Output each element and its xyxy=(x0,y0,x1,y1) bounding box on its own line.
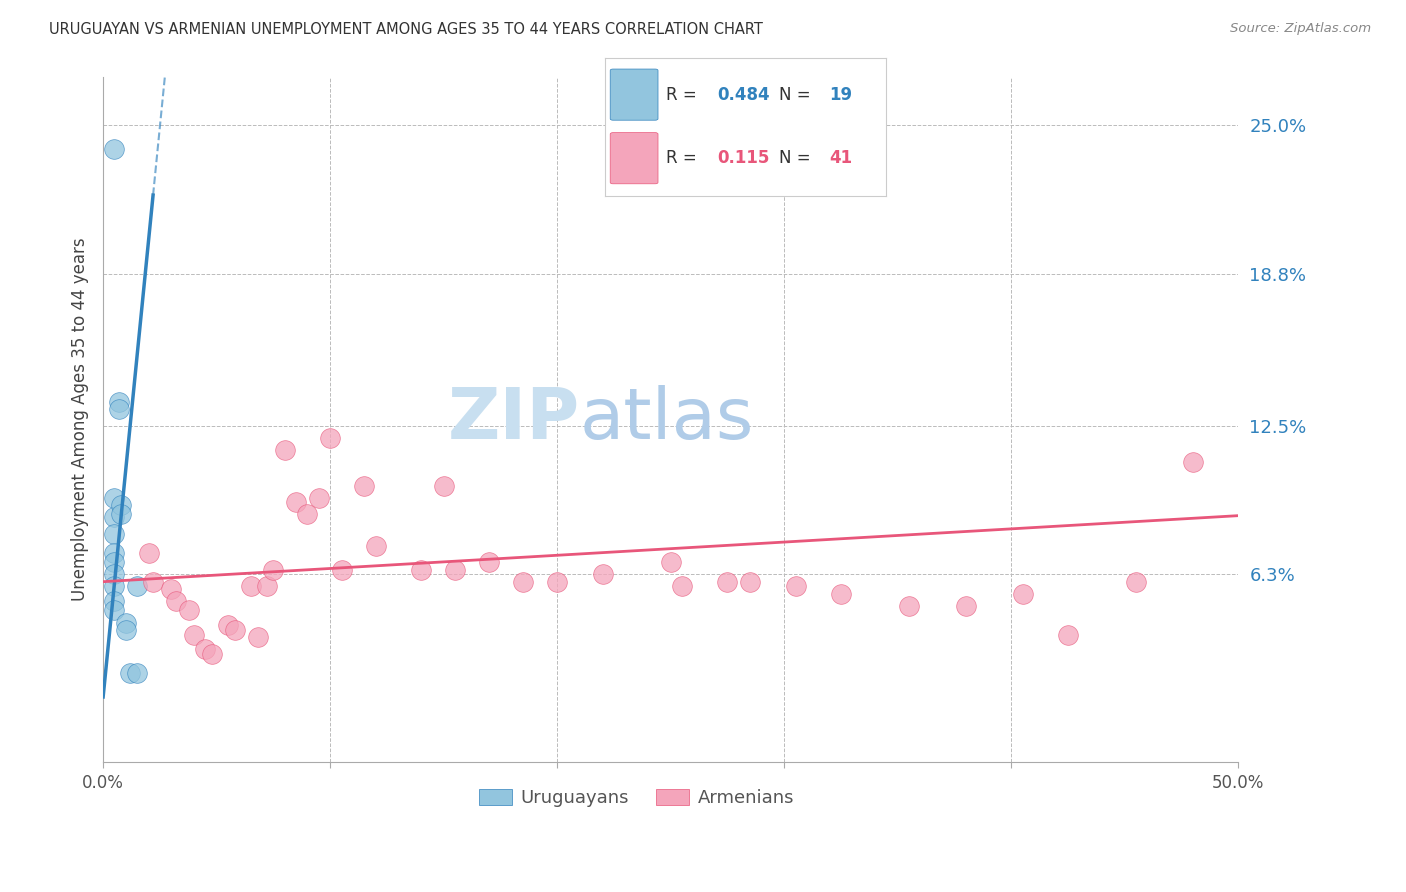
FancyBboxPatch shape xyxy=(610,133,658,184)
Point xyxy=(256,579,278,593)
Text: 0.115: 0.115 xyxy=(717,149,769,167)
Point xyxy=(108,401,131,416)
Point xyxy=(898,599,921,613)
Point xyxy=(592,567,614,582)
Text: R =: R = xyxy=(666,149,707,167)
FancyBboxPatch shape xyxy=(610,69,658,120)
Point xyxy=(478,556,501,570)
Point xyxy=(138,546,160,560)
Point xyxy=(285,495,308,509)
Point xyxy=(1011,587,1033,601)
Point xyxy=(433,478,456,492)
Point xyxy=(103,546,125,560)
Point xyxy=(512,574,534,589)
Point xyxy=(546,574,568,589)
Text: R =: R = xyxy=(666,86,703,103)
Point xyxy=(103,603,125,617)
Point xyxy=(955,599,977,613)
Text: Source: ZipAtlas.com: Source: ZipAtlas.com xyxy=(1230,22,1371,36)
Point xyxy=(353,478,375,492)
Point xyxy=(108,394,131,409)
Point xyxy=(103,509,125,524)
Point xyxy=(1181,455,1204,469)
Point xyxy=(110,508,132,522)
Text: atlas: atlas xyxy=(579,385,754,454)
Point xyxy=(246,630,269,644)
Point xyxy=(103,567,125,582)
Point xyxy=(127,579,149,593)
Point xyxy=(785,579,807,593)
Text: 0.484: 0.484 xyxy=(717,86,769,103)
Point xyxy=(671,579,693,593)
Point xyxy=(659,556,682,570)
Point xyxy=(160,582,183,596)
Point xyxy=(330,563,353,577)
Point xyxy=(179,603,201,617)
Point xyxy=(262,563,284,577)
Point xyxy=(409,563,432,577)
Point xyxy=(127,665,149,680)
Point xyxy=(297,508,319,522)
Point xyxy=(103,526,125,541)
Point xyxy=(1057,627,1080,641)
Text: ZIP: ZIP xyxy=(447,385,579,454)
Point xyxy=(830,587,852,601)
Point xyxy=(224,623,246,637)
Text: N =: N = xyxy=(779,149,815,167)
Point xyxy=(120,665,142,680)
Point xyxy=(165,594,187,608)
Point xyxy=(444,563,467,577)
Point xyxy=(1125,574,1147,589)
Text: URUGUAYAN VS ARMENIAN UNEMPLOYMENT AMONG AGES 35 TO 44 YEARS CORRELATION CHART: URUGUAYAN VS ARMENIAN UNEMPLOYMENT AMONG… xyxy=(49,22,763,37)
Point xyxy=(740,574,762,589)
Point xyxy=(142,574,165,589)
Legend: Uruguayans, Armenians: Uruguayans, Armenians xyxy=(472,781,801,814)
Point xyxy=(239,579,262,593)
Point xyxy=(103,579,125,593)
Point xyxy=(183,627,205,641)
Y-axis label: Unemployment Among Ages 35 to 44 years: Unemployment Among Ages 35 to 44 years xyxy=(72,238,89,601)
Point xyxy=(201,647,224,661)
Point xyxy=(319,431,342,445)
Point xyxy=(114,623,136,637)
Point xyxy=(716,574,738,589)
Text: 41: 41 xyxy=(830,149,852,167)
Point xyxy=(217,618,239,632)
Point xyxy=(114,615,136,630)
Point xyxy=(364,539,387,553)
Text: 19: 19 xyxy=(830,86,852,103)
Point xyxy=(110,498,132,512)
Point xyxy=(103,491,125,505)
Point xyxy=(308,491,330,505)
Text: N =: N = xyxy=(779,86,815,103)
Point xyxy=(194,641,217,656)
Point xyxy=(103,594,125,608)
Point xyxy=(274,442,297,457)
Point xyxy=(103,556,125,570)
Point xyxy=(103,143,125,157)
